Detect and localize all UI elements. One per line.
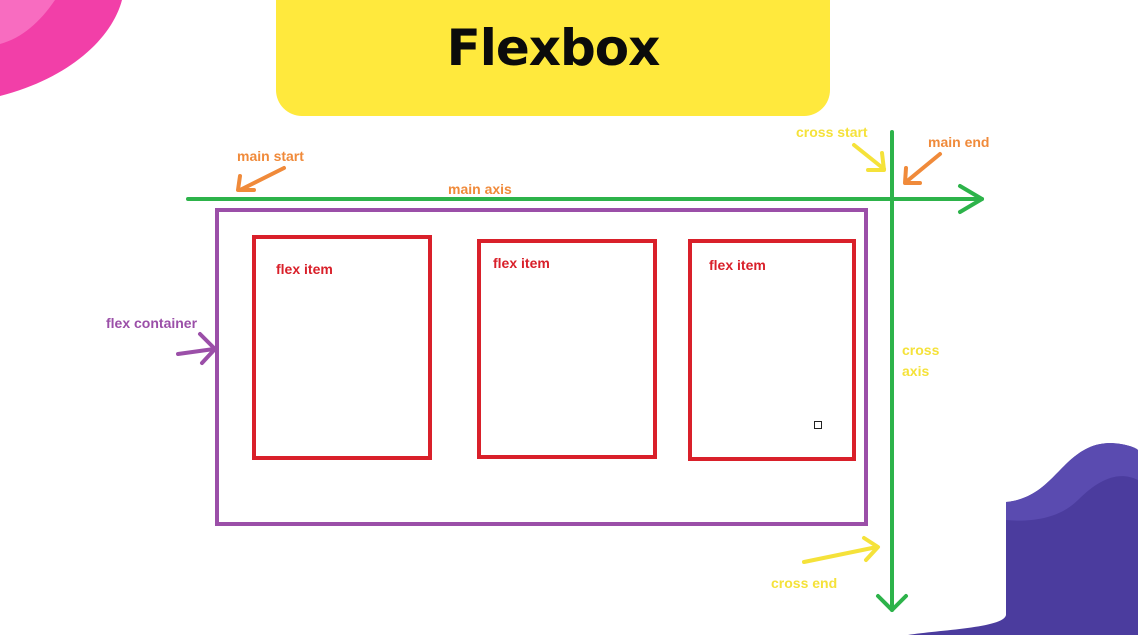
main-start-label: main start bbox=[237, 148, 304, 164]
flex-container-label: flex container bbox=[106, 315, 198, 331]
cursor-indicator bbox=[814, 421, 822, 429]
main-axis-arrow bbox=[186, 184, 984, 214]
main-axis-label: main axis bbox=[448, 181, 512, 197]
flex-container-pointer-arrow bbox=[176, 332, 217, 365]
main-start-pointer-arrow bbox=[236, 166, 286, 192]
cross-axis-label: cross axis bbox=[902, 342, 940, 379]
flex-item-box-2 bbox=[477, 239, 657, 459]
flex-item-label-3: flex item bbox=[709, 257, 766, 273]
decorative-purple-blob bbox=[908, 443, 1138, 635]
flex-container-box bbox=[215, 208, 868, 526]
cross-start-pointer-arrow bbox=[852, 143, 886, 172]
cross-start-label: cross start bbox=[796, 124, 868, 140]
flex-item-box-1 bbox=[252, 235, 432, 460]
cross-end-label: cross end bbox=[771, 575, 838, 591]
main-end-label: main end bbox=[928, 134, 990, 150]
cross-axis-arrow bbox=[876, 130, 908, 612]
page-title: Flexbox bbox=[446, 19, 661, 77]
flex-item-label-1: flex item bbox=[276, 261, 333, 277]
title-banner: Flexbox bbox=[276, 0, 830, 116]
flex-item-label-2: flex item bbox=[493, 255, 550, 271]
main-end-pointer-arrow bbox=[903, 152, 942, 185]
flex-item-box-3 bbox=[688, 239, 856, 461]
cross-end-pointer-arrow bbox=[802, 536, 880, 564]
decorative-pink-blob bbox=[0, 0, 122, 96]
